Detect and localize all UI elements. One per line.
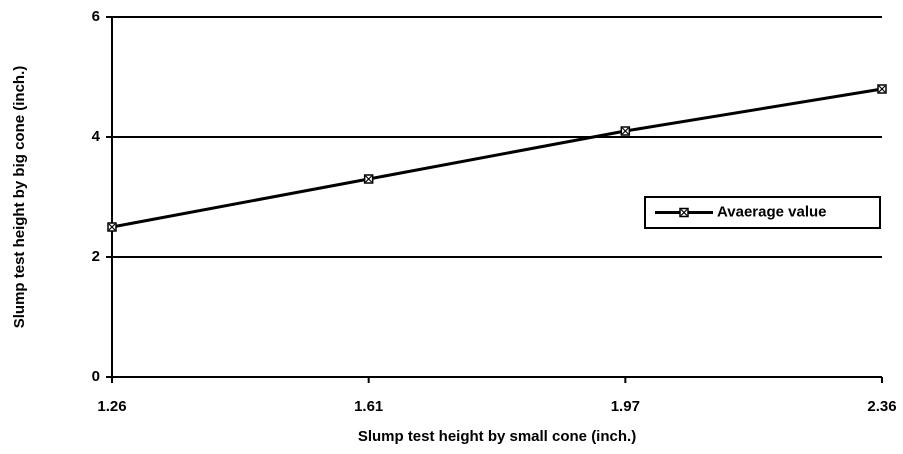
marker-cross — [878, 85, 886, 93]
y-tick-label: 6 — [92, 8, 100, 25]
y-axis-title: Slump test height by big cone (inch.) — [11, 66, 28, 329]
x-tick-label: 1.61 — [354, 398, 383, 415]
x-tick-label: 1.97 — [611, 398, 640, 415]
legend-label: Avaerage value — [717, 203, 827, 220]
marker — [877, 84, 887, 94]
marker — [107, 222, 117, 232]
marker — [679, 207, 689, 218]
x-axis-title: Slump test height by small cone (inch.) — [358, 428, 636, 445]
y-tick-label: 2 — [92, 248, 100, 265]
marker-cross — [680, 209, 688, 216]
marker — [363, 174, 374, 184]
line — [111, 87, 883, 229]
y-tick-label: 4 — [92, 128, 101, 145]
marker — [620, 126, 631, 136]
x-tick-label: 2.36 — [867, 398, 896, 415]
marker-cross — [365, 175, 373, 183]
marker-cross — [621, 127, 629, 135]
marker-cross — [108, 223, 116, 231]
x-tick-label: 1.26 — [97, 398, 126, 415]
y-tick-label: 0 — [92, 368, 100, 385]
